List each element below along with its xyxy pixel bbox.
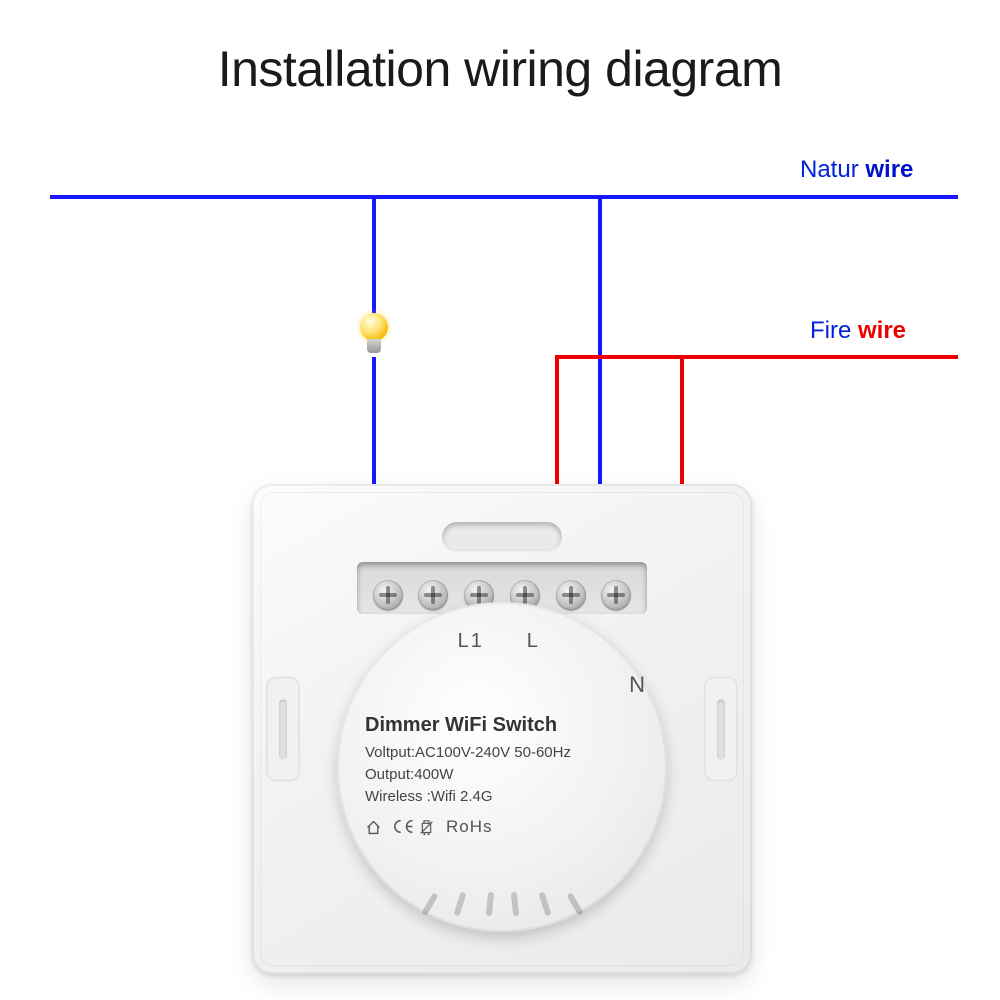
terminal-n: N (629, 672, 645, 698)
vent-slot (453, 892, 466, 917)
live-label-prefix: Fire (810, 317, 858, 344)
vent-slot (511, 892, 519, 916)
screw-icon (418, 580, 448, 610)
cert-row: RoHs (365, 817, 493, 837)
screw-icon (373, 580, 403, 610)
top-slot (442, 522, 562, 552)
vent-slot (486, 892, 494, 916)
screw-icon (601, 580, 631, 610)
bulb-icon (356, 313, 392, 363)
rohs-label: RoHs (446, 817, 493, 837)
neutral-label-prefix: Natur (800, 156, 865, 183)
diagram-title: Installation wiring diagram (0, 40, 1000, 98)
screw-icon (556, 580, 586, 610)
neutral-wire-horizontal (50, 195, 958, 199)
house-icon (365, 819, 382, 836)
spec-wireless: Wireless :Wifi 2.4G (365, 788, 493, 805)
switch-plate: L1 L N Dimmer WiFi Switch Voltput:AC100V… (252, 484, 752, 974)
weee-icon (419, 819, 436, 836)
neutral-label-emph: wire (865, 156, 913, 183)
live-wire-label: Fire wire (810, 317, 906, 345)
live-label-emph: wire (858, 317, 906, 344)
live-wire-horizontal (555, 355, 958, 359)
switch-module: L1 L N Dimmer WiFi Switch Voltput:AC100V… (337, 602, 667, 932)
spec-voltage: Voltput:AC100V-240V 50-60Hz (365, 744, 571, 761)
neutral-drop-to-bulb (372, 195, 376, 315)
vent-slot (566, 892, 583, 916)
vent-slot (538, 892, 551, 917)
terminal-labels: L1 L (337, 630, 667, 653)
mount-strip-right (704, 677, 738, 782)
mount-strip-left (266, 677, 300, 782)
terminal-l1: L1 (443, 630, 498, 653)
terminal-l: L (506, 630, 561, 653)
ce-icon (392, 819, 409, 836)
neutral-wire-label: Natur wire (800, 156, 913, 184)
device-name: Dimmer WiFi Switch (365, 714, 557, 737)
vent-slot (421, 892, 438, 916)
spec-output: Output:400W (365, 766, 453, 783)
